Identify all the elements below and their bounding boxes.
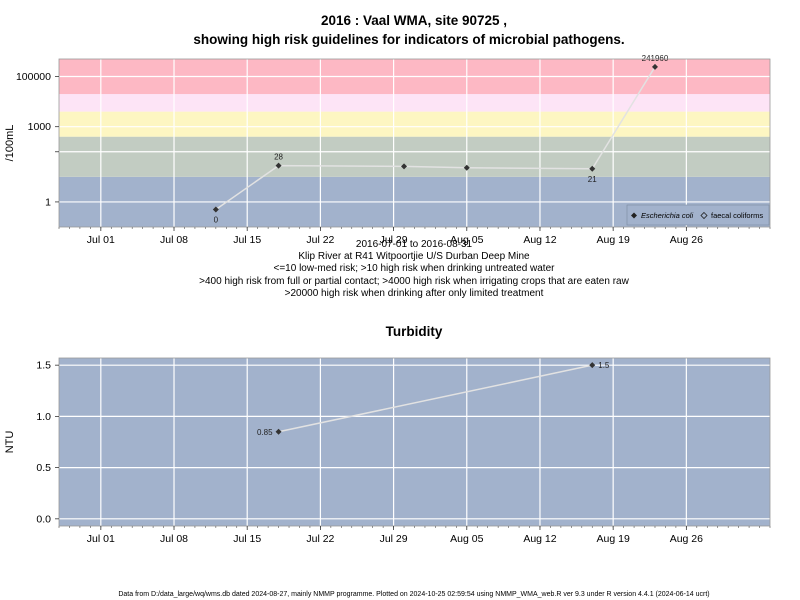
x-tick-label: Aug 19 xyxy=(597,533,630,545)
x-tick-label: Jul 22 xyxy=(306,533,334,545)
ecoli-point xyxy=(212,206,219,213)
legend-faecal-marker xyxy=(700,211,708,220)
x-tick-label: Jul 01 xyxy=(87,533,115,545)
x-tick-label: Jul 29 xyxy=(380,533,408,545)
ecoli-chart-subtitle: showing high risk guidelines for indicat… xyxy=(193,32,624,47)
risk-band xyxy=(59,136,770,177)
footer-note: Data from D:/data_large/wq/wms.db dated … xyxy=(118,591,709,598)
x-tick-label: Aug 26 xyxy=(670,533,703,545)
ecoli-captions: 2016-07-01 to 2016-08-31 Klip River at R… xyxy=(199,239,629,299)
ecoli-data-label: 241960 xyxy=(642,54,669,63)
x-tick-label: Jul 22 xyxy=(306,234,334,246)
ecoli-line xyxy=(215,66,656,211)
turbidity-chart: Turbidity 0.851.5 Jul 01 Jul 08 Jul 15 Jul … xyxy=(4,324,771,545)
ecoli-gridlines xyxy=(59,59,770,227)
turbidity-y-axis: 0.0 0.5 1.0 1.5 xyxy=(36,360,59,525)
ecoli-legend: Escherichia coli faecal coliforms xyxy=(626,204,770,226)
legend-faecal-label: faecal coliforms xyxy=(711,211,763,220)
ecoli-data-label: 21 xyxy=(588,175,597,184)
x-tick-label: Jul 15 xyxy=(233,234,261,246)
y-tick-label: 0.5 xyxy=(36,462,51,474)
turbidity-gridlines xyxy=(59,358,770,526)
ecoli-data-label: 0 xyxy=(214,215,219,224)
legend-ecoli-label: Escherichia coli xyxy=(641,211,693,220)
turbidity-line xyxy=(278,364,593,433)
y-tick-label: 100000 xyxy=(16,71,51,83)
turbidity-x-axis: Jul 01 Jul 08 Jul 15 Jul 22 Jul 29 Aug 05 Aug … xyxy=(58,526,771,545)
y-tick-label: 0.0 xyxy=(36,513,51,525)
y-tick-label: 1 xyxy=(45,196,51,208)
ecoli-y-axis: 1 1000 100000 xyxy=(16,71,59,208)
turbidity-chart-title: Turbidity xyxy=(386,324,443,339)
caption-guideline-2: >400 high risk from full or partial cont… xyxy=(199,276,629,287)
x-tick-label: Aug 12 xyxy=(523,533,556,545)
y-tick-label: 1.0 xyxy=(36,411,51,423)
ecoli-chart: 2016 : Vaal WMA, site 90725 , showing hi… xyxy=(4,13,771,299)
turbidity-data-points: 0.85 1.5 xyxy=(257,361,610,437)
turbidity-data-label: 1.5 xyxy=(598,361,610,370)
x-tick-label: Jul 01 xyxy=(87,234,115,246)
y-tick-label: 1.5 xyxy=(36,360,51,372)
ecoli-point xyxy=(275,162,282,169)
ecoli-point xyxy=(651,63,658,70)
ecoli-point xyxy=(401,163,408,170)
x-tick-label: Aug 12 xyxy=(523,234,556,246)
x-tick-label: Jul 08 xyxy=(160,533,188,545)
x-tick-label: Aug 19 xyxy=(597,234,630,246)
x-tick-label: Aug 26 xyxy=(670,234,703,246)
turbidity-plot-background xyxy=(59,358,770,526)
risk-band xyxy=(59,111,770,137)
x-tick-label: Aug 05 xyxy=(450,533,483,545)
turbidity-series-line xyxy=(278,364,593,433)
x-tick-label: Jul 08 xyxy=(160,234,188,246)
ecoli-data-points: 0 28 21 241960 xyxy=(212,54,669,224)
caption-date-range: 2016-07-01 to 2016-08-31 xyxy=(356,239,473,250)
x-tick-label: Jul 29 xyxy=(380,234,408,246)
turbidity-data-label: 0.85 xyxy=(257,428,273,437)
caption-guideline-1: <=10 low-med risk; >10 high risk when dr… xyxy=(274,263,556,274)
ecoli-series-line xyxy=(215,66,656,211)
legend-ecoli-marker xyxy=(631,212,637,219)
turbidity-y-axis-label: NTU xyxy=(4,431,16,454)
turbidity-point xyxy=(275,428,282,435)
ecoli-chart-title: 2016 : Vaal WMA, site 90725 , xyxy=(321,13,507,28)
ecoli-x-axis: Jul 01 Jul 08 Jul 15 Jul 22 Jul 29 Aug 05 Aug … xyxy=(58,227,771,246)
ecoli-data-label: 28 xyxy=(274,153,283,162)
caption-guideline-3: >20000 high risk when drinking after onl… xyxy=(285,288,544,299)
x-tick-label: Aug 05 xyxy=(450,234,483,246)
ecoli-point xyxy=(463,164,470,171)
x-tick-label: Jul 15 xyxy=(233,533,261,545)
ecoli-y-axis-label: /100mL xyxy=(4,125,16,162)
caption-site: Klip River at R41 Witpoortjie U/S Durban… xyxy=(298,251,530,262)
ecoli-point xyxy=(589,165,596,172)
legend-box xyxy=(626,204,770,226)
y-tick-label: 1000 xyxy=(28,121,52,133)
turbidity-point xyxy=(589,362,596,369)
risk-band xyxy=(59,94,770,112)
